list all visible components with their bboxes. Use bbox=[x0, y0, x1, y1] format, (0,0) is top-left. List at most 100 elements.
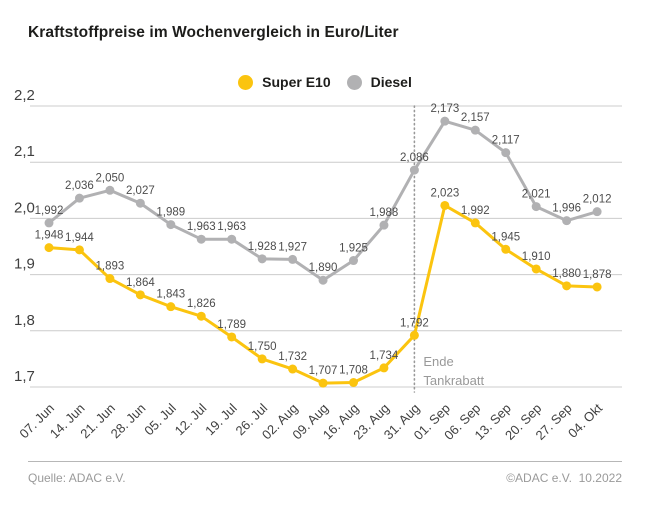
data-point-super-e10 bbox=[531, 264, 541, 274]
data-point-super-e10 bbox=[318, 378, 328, 388]
data-point-super-e10 bbox=[288, 364, 298, 374]
footer-divider bbox=[28, 461, 622, 462]
chart-svg: 2,22,12,01,91,81,7EndeTankrabatt1,9922,0… bbox=[14, 87, 622, 443]
value-label-super-e10: 1,910 bbox=[522, 251, 551, 263]
legend-item-super-e10: Super E10 bbox=[238, 74, 331, 90]
y-tick-label: 2,0 bbox=[14, 199, 35, 216]
data-point-super-e10 bbox=[501, 244, 511, 254]
data-point-diesel bbox=[349, 256, 358, 266]
data-point-diesel bbox=[440, 116, 450, 126]
value-label-diesel: 2,157 bbox=[461, 112, 490, 124]
data-point-diesel bbox=[562, 216, 572, 226]
value-label-diesel: 1,963 bbox=[217, 221, 246, 233]
value-label-diesel: 2,012 bbox=[583, 194, 612, 206]
x-tick-label: 05. Jul bbox=[141, 400, 179, 438]
value-label-super-e10: 1,707 bbox=[309, 365, 338, 377]
data-point-super-e10 bbox=[592, 282, 602, 292]
super-e10-dot-icon bbox=[238, 74, 254, 90]
data-point-super-e10 bbox=[44, 243, 54, 253]
data-point-diesel bbox=[227, 234, 237, 244]
value-label-diesel: 1,992 bbox=[35, 205, 64, 217]
value-label-diesel: 1,989 bbox=[156, 207, 185, 219]
value-label-diesel: 1,963 bbox=[187, 221, 216, 233]
data-point-diesel bbox=[135, 198, 145, 208]
y-tick-label: 1,9 bbox=[14, 256, 35, 273]
data-point-super-e10 bbox=[166, 302, 176, 312]
value-label-super-e10: 1,945 bbox=[491, 231, 520, 243]
data-point-super-e10 bbox=[257, 354, 267, 364]
data-point-diesel bbox=[196, 234, 206, 244]
value-label-diesel: 1,890 bbox=[309, 262, 338, 274]
value-label-diesel: 2,036 bbox=[65, 180, 94, 192]
value-label-super-e10: 2,023 bbox=[430, 187, 459, 199]
value-label-super-e10: 1,880 bbox=[552, 268, 581, 280]
chart-title: Kraftstoffpreise im Wochenvergleich in E… bbox=[28, 24, 399, 41]
data-point-diesel bbox=[470, 125, 480, 135]
data-point-diesel bbox=[501, 148, 511, 158]
diesel-dot-icon bbox=[346, 74, 362, 90]
y-tick-label: 2,2 bbox=[14, 87, 35, 104]
x-tick-label: 28. Jun bbox=[108, 401, 149, 442]
value-label-super-e10: 1,944 bbox=[65, 232, 94, 244]
data-point-super-e10 bbox=[440, 200, 450, 210]
footer-source: Quelle: ADAC e.V. bbox=[28, 471, 126, 485]
value-label-super-e10: 1,750 bbox=[248, 341, 277, 353]
x-tick-label: 12. Jul bbox=[172, 400, 210, 438]
data-point-diesel bbox=[409, 165, 419, 175]
value-label-super-e10: 1,992 bbox=[461, 205, 490, 217]
data-point-diesel bbox=[257, 254, 267, 264]
value-label-super-e10: 1,708 bbox=[339, 365, 368, 377]
data-point-super-e10 bbox=[349, 378, 358, 388]
annotation-text: Ende bbox=[423, 354, 453, 369]
value-label-super-e10: 1,789 bbox=[217, 319, 246, 331]
value-label-diesel: 2,021 bbox=[522, 189, 551, 201]
value-label-super-e10: 1,893 bbox=[96, 261, 125, 273]
value-label-diesel: 2,173 bbox=[430, 103, 459, 115]
data-point-super-e10 bbox=[562, 281, 572, 291]
data-point-super-e10 bbox=[409, 330, 419, 340]
x-tick-label: 19. Jul bbox=[202, 400, 240, 438]
value-label-super-e10: 1,864 bbox=[126, 277, 155, 289]
value-label-diesel: 1,925 bbox=[339, 243, 368, 255]
value-label-diesel: 1,928 bbox=[248, 241, 277, 253]
value-label-diesel: 1,927 bbox=[278, 241, 307, 253]
value-label-diesel: 1,988 bbox=[370, 207, 399, 219]
value-label-diesel: 2,086 bbox=[400, 152, 429, 164]
value-label-super-e10: 1,843 bbox=[156, 289, 185, 301]
value-label-super-e10: 1,792 bbox=[400, 317, 429, 329]
legend-label-super-e10: Super E10 bbox=[262, 74, 331, 90]
x-tick-label: 04. Okt bbox=[565, 400, 606, 441]
data-point-diesel bbox=[318, 275, 328, 285]
y-tick-label: 1,7 bbox=[14, 368, 35, 385]
data-point-super-e10 bbox=[105, 274, 115, 284]
value-label-diesel: 2,027 bbox=[126, 185, 155, 197]
data-point-diesel bbox=[166, 220, 176, 230]
data-point-diesel bbox=[379, 220, 389, 230]
value-label-diesel: 2,050 bbox=[96, 172, 125, 184]
value-label-diesel: 1,996 bbox=[552, 203, 581, 215]
data-point-super-e10 bbox=[135, 290, 145, 300]
value-label-super-e10: 1,734 bbox=[370, 350, 399, 362]
data-point-super-e10 bbox=[196, 311, 206, 321]
value-label-super-e10: 1,948 bbox=[35, 230, 64, 242]
value-label-super-e10: 1,878 bbox=[583, 269, 612, 281]
data-point-diesel bbox=[44, 218, 54, 228]
value-label-diesel: 2,117 bbox=[492, 135, 520, 147]
legend: Super E10 Diesel bbox=[0, 74, 650, 90]
legend-label-diesel: Diesel bbox=[370, 74, 412, 90]
data-point-super-e10 bbox=[470, 218, 480, 228]
data-point-super-e10 bbox=[227, 332, 237, 342]
data-point-super-e10 bbox=[379, 363, 389, 373]
value-label-super-e10: 1,732 bbox=[278, 351, 307, 363]
value-label-super-e10: 1,826 bbox=[187, 298, 216, 310]
data-point-diesel bbox=[74, 193, 84, 203]
y-tick-label: 1,8 bbox=[14, 312, 35, 329]
footer-copyright: ©ADAC e.V. 10.2022 bbox=[506, 471, 622, 485]
y-tick-label: 2,1 bbox=[14, 143, 35, 160]
data-point-diesel bbox=[592, 207, 602, 217]
data-point-diesel bbox=[531, 202, 541, 212]
annotation-text: Tankrabatt bbox=[423, 373, 484, 388]
data-point-diesel bbox=[105, 185, 115, 195]
data-point-diesel bbox=[288, 254, 298, 264]
